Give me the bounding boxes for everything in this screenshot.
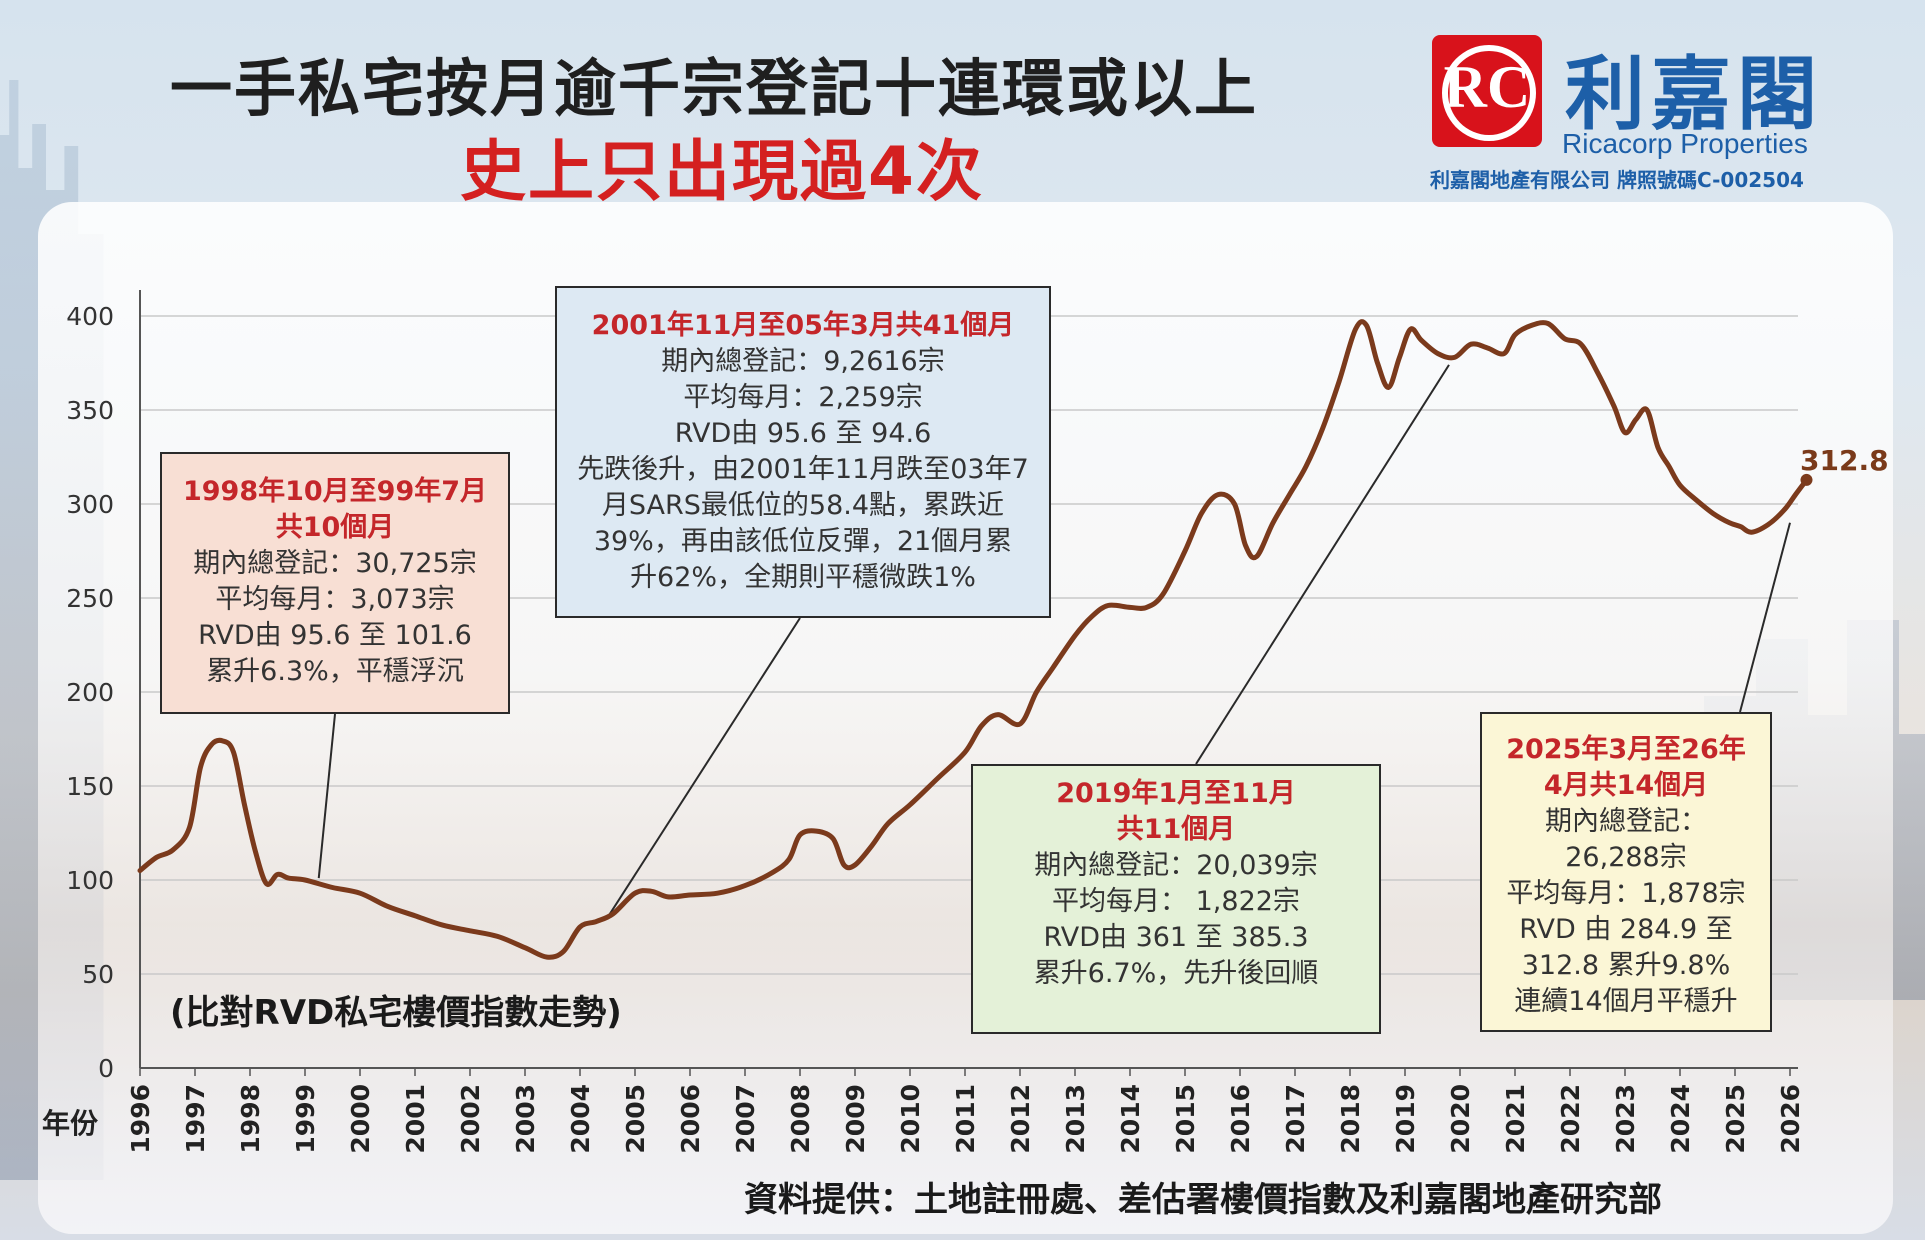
- y-tick-label: 150: [66, 772, 114, 801]
- y-tick-label: 350: [66, 396, 114, 425]
- x-tick-label: 2019: [1391, 1084, 1420, 1154]
- logo-letters: RC: [1443, 54, 1531, 120]
- x-tick-label: 2015: [1171, 1084, 1200, 1154]
- x-tick-label: 2004: [566, 1084, 595, 1154]
- annotation-box-2001: 2001年11月至05年3月共41個月 期內總登記：9,2616宗 平均每月：2…: [555, 286, 1051, 618]
- annotation-header: 共11個月: [1116, 814, 1236, 845]
- x-tick-label: 2006: [676, 1084, 705, 1154]
- x-tick-label: 2016: [1226, 1084, 1255, 1154]
- annotation-line: 月SARS最低位的58.4點，累跌近: [601, 490, 1005, 521]
- rvd-series-line: [137, 319, 1809, 960]
- y-tick-label: 100: [66, 866, 114, 895]
- x-tick-label: 2011: [951, 1084, 980, 1154]
- x-tick-label: 2022: [1556, 1084, 1585, 1154]
- annotation-line: 升62%，全期則平穩微跌1%: [630, 562, 976, 593]
- chart-note: (比對RVD私宅樓價指數走勢): [170, 993, 622, 1033]
- annotation-line: 期內總登記：: [1545, 806, 1707, 837]
- annotation-line: 期內總登記：30,725宗: [193, 548, 477, 579]
- end-point-marker: [1800, 473, 1813, 486]
- annotation-line: 累升6.7%，先升後回順: [1033, 958, 1319, 989]
- x-tick-label: 2003: [511, 1084, 540, 1154]
- annotation-header: 共10個月: [275, 512, 395, 543]
- annotation-line: 39%，再由該低位反彈，21個月累: [593, 526, 1013, 557]
- y-tick-label: 50: [82, 960, 114, 989]
- x-tick-label: 2020: [1446, 1084, 1475, 1154]
- x-tick-label: 2005: [621, 1084, 650, 1154]
- x-tick-label: 2008: [786, 1084, 815, 1154]
- annotation-line: 平均每月： 1,822宗: [1052, 886, 1300, 917]
- brand-license: 利嘉閣地產有限公司 牌照號碼C-002504: [1430, 168, 1804, 192]
- brand-name-english: Ricacorp Properties: [1562, 128, 1808, 159]
- brand-name-chinese: 利嘉閣: [1565, 48, 1823, 141]
- annotation-leader-line: [606, 617, 801, 919]
- annotation-header: 2019年1月至11月: [1056, 778, 1296, 809]
- annotation-leader-line: [317, 713, 336, 879]
- x-tick-label: 2026: [1776, 1084, 1805, 1154]
- annotation-line: RVD由 361 至 385.3: [1043, 922, 1309, 953]
- annotation-line: 平均每月：3,073宗: [215, 584, 455, 615]
- annotation-box-1998: 1998年10月至99年7月 共10個月 期內總登記：30,725宗 平均每月：…: [160, 452, 510, 714]
- y-tick-label: 300: [66, 490, 114, 519]
- annotation-header: 4月共14個月: [1543, 770, 1709, 801]
- annotation-box-2025: 2025年3月至26年 4月共14個月 期內總登記： 26,288宗 平均每月：…: [1480, 712, 1772, 1032]
- annotation-line: 期內總登記：9,2616宗: [661, 346, 945, 377]
- x-tick-label: 2009: [841, 1084, 870, 1154]
- y-tick-label: 0: [98, 1054, 114, 1083]
- x-tick-label: 2010: [896, 1084, 925, 1154]
- x-tick-label: 2000: [346, 1084, 375, 1154]
- annotation-line: RVD 由 284.9 至: [1519, 914, 1733, 945]
- x-axis-title: 年份: [42, 1107, 99, 1140]
- y-tick-label: 200: [66, 678, 114, 707]
- end-value-label: 312.8: [1800, 444, 1889, 477]
- x-tick-label: 2013: [1061, 1084, 1090, 1154]
- annotation-line: 連續14個月平穩升: [1514, 986, 1738, 1017]
- logo-ring-icon: [1442, 45, 1536, 141]
- annotation-line: 累升6.3%，平穩浮沉: [206, 656, 464, 687]
- x-tick-label: 2021: [1501, 1084, 1530, 1154]
- annotation-leader-line: [1739, 522, 1791, 713]
- x-tick-label: 2024: [1666, 1084, 1695, 1154]
- page-title: 一手私宅按月逾千宗登記十連環或以上: [170, 52, 1259, 125]
- y-tick-label: 250: [66, 584, 114, 613]
- annotation-line: 平均每月：2,259宗: [683, 382, 923, 413]
- source-credit: 資料提供：土地註冊處、差估署樓價指數及利嘉閣地產研究部: [744, 1180, 1662, 1220]
- x-tick-label: 2012: [1006, 1084, 1035, 1154]
- x-tick-label: 2018: [1336, 1084, 1365, 1154]
- x-tick-label: 2017: [1281, 1084, 1310, 1154]
- x-tick-label: 2025: [1721, 1084, 1750, 1154]
- annotation-leader-line: [1195, 364, 1450, 765]
- x-tick-label: 2023: [1611, 1084, 1640, 1154]
- annotation-box-2019: 2019年1月至11月 共11個月 期內總登記：20,039宗 平均每月： 1,…: [971, 764, 1381, 1034]
- annotation-line: 312.8 累升9.8%: [1521, 950, 1731, 981]
- x-tick-label: 1999: [291, 1084, 320, 1154]
- annotation-line: 期內總登記：20,039宗: [1034, 850, 1318, 881]
- annotation-header: 2001年11月至05年3月共41個月: [591, 310, 1015, 341]
- annotation-line: 平均每月：1,878宗: [1506, 878, 1746, 909]
- y-tick-label: 400: [66, 302, 114, 331]
- annotation-leaders: [317, 364, 1791, 919]
- annotation-header: 2025年3月至26年: [1506, 734, 1746, 765]
- x-tick-label: 2001: [401, 1084, 430, 1154]
- annotation-line: 先跌後升，由2001年11月跌至03年7: [577, 454, 1029, 485]
- page-subtitle: 史上只出現過4次: [460, 133, 984, 210]
- annotation-header: 1998年10月至99年7月: [182, 476, 488, 507]
- x-tick-label: 1996: [126, 1084, 155, 1154]
- x-tick-label: 2007: [731, 1084, 760, 1154]
- x-axis: 1996 1997 1998 1999 2000 2001 2002 2003 2004 2005…: [126, 1068, 1805, 1154]
- x-tick-label: 1998: [236, 1084, 265, 1154]
- y-axis: 0 50 100 150 200 250 300 350 400: [66, 290, 141, 1083]
- x-tick-label: 1997: [181, 1084, 210, 1154]
- annotation-line: RVD由 95.6 至 101.6: [198, 620, 472, 651]
- x-tick-label: 2002: [456, 1084, 485, 1154]
- annotation-line: RVD由 95.6 至 94.6: [674, 418, 932, 449]
- annotation-line: 26,288宗: [1565, 842, 1687, 873]
- ricacorp-logo: RC: [1432, 35, 1542, 147]
- x-tick-label: 2014: [1116, 1084, 1145, 1154]
